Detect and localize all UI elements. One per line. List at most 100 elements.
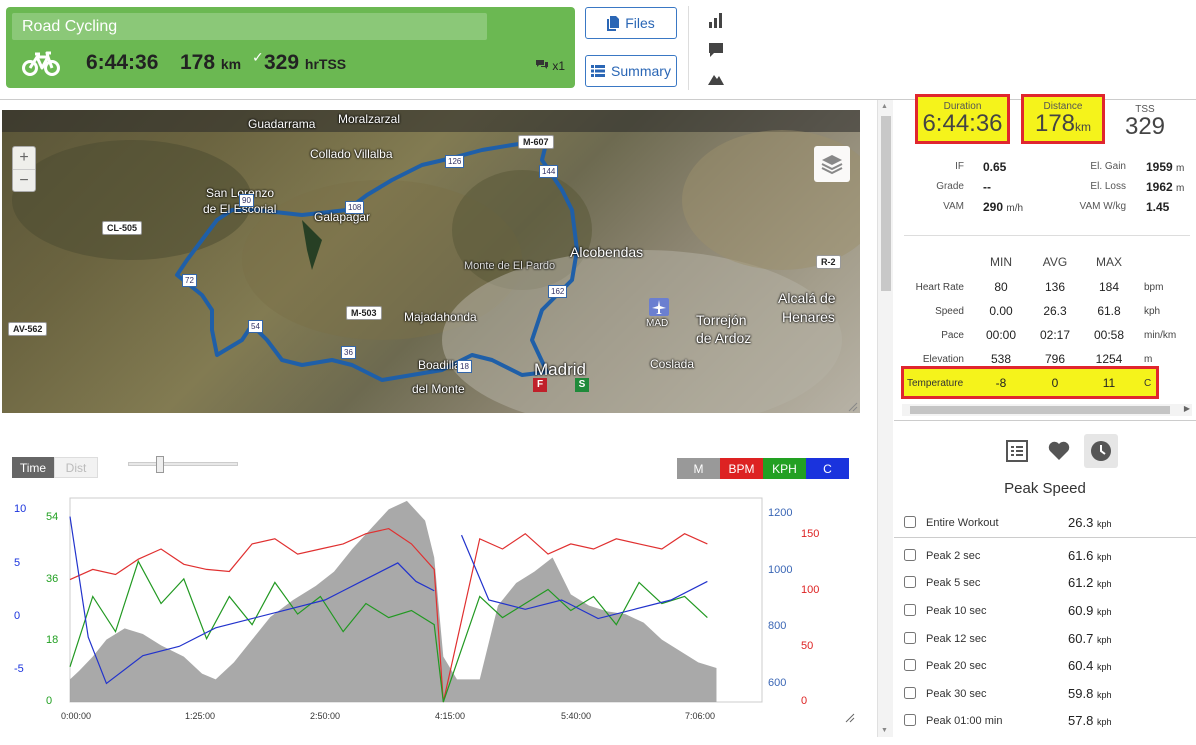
clock-icon (1091, 441, 1111, 461)
comment-icon[interactable] (707, 42, 725, 58)
map-zoom-control: + − (12, 146, 36, 192)
chart-resize-handle[interactable] (845, 713, 855, 723)
chart-zoom-slider[interactable] (128, 462, 238, 466)
peak-checkbox[interactable] (904, 549, 916, 561)
peak-type-tabs (1000, 434, 1120, 470)
map-label-el-escorial: de El Escorial (203, 202, 277, 216)
speed-tick-label: 36 (46, 573, 58, 585)
route-map[interactable]: Guadarrama Moralzarzal Collado Villalba … (2, 110, 860, 413)
list-icon (591, 65, 606, 77)
km-marker: 144 (539, 165, 559, 178)
tab-peak-speed[interactable] (1084, 434, 1118, 468)
elevation-tick-label: 800 (768, 620, 786, 632)
series-button-m[interactable]: M (677, 458, 720, 479)
list-item: Peak 10 sec 60.9 kph (904, 602, 1194, 626)
page-scrollbar-thumb[interactable] (881, 116, 891, 291)
if-label: IF (955, 161, 964, 172)
peak-value: 61.2 kph (1068, 575, 1112, 590)
tss-label: TSS (1135, 104, 1155, 115)
tab-peak-list[interactable] (1000, 434, 1034, 468)
peak-value: 57.8 kph (1068, 713, 1112, 728)
map-resize-handle[interactable] (848, 402, 858, 412)
distance-label: Distance (1043, 101, 1083, 112)
tab-peak-heart-rate[interactable] (1042, 434, 1076, 468)
map-label-moralzarzal: Moralzarzal (338, 112, 401, 126)
scroll-down-icon[interactable]: ▼ (881, 727, 888, 734)
peak-value: 26.3 kph (1068, 515, 1112, 530)
elevation-tick-label: 600 (768, 677, 786, 689)
header-duration: 6:44:36 (86, 51, 159, 74)
page-scrollbar[interactable]: ▲ ▼ (877, 100, 893, 737)
peak-checkbox[interactable] (904, 687, 916, 699)
km-marker: 36 (341, 346, 356, 359)
list-item: Peak 2 sec 61.6 kph (904, 547, 1194, 571)
zoom-in-button[interactable]: + (19, 149, 29, 166)
workout-header: 6:44:36 178 km ✓ 329 hrTSS x1 Files Summ… (0, 0, 1196, 100)
peak-name: Peak 10 sec (926, 605, 987, 617)
grade-value: -- (983, 180, 991, 194)
series-button-kph[interactable]: KPH (763, 458, 806, 479)
completed-check-icon: ✓ (252, 49, 264, 65)
header-divider (688, 6, 689, 90)
row-avg: 136 (1044, 280, 1066, 294)
road-badge-r2: R-2 (816, 255, 841, 269)
map-label-madrid: Madrid (534, 360, 586, 379)
speed-line (69, 559, 708, 703)
bicycle-icon (22, 51, 60, 76)
list-item: Entire Workout 26.3 kph (904, 514, 1194, 538)
scroll-up-icon[interactable]: ▲ (881, 103, 888, 110)
peak-checkbox[interactable] (904, 714, 916, 726)
grade-label: Grade (936, 181, 964, 192)
km-marker: 126 (445, 155, 465, 168)
row-avg: 0 (1051, 376, 1059, 390)
workout-chart[interactable]: 1050-55436180120010008006001501005000:00… (0, 490, 870, 730)
distance-toggle-button[interactable]: Dist (54, 457, 98, 478)
temperature-tick-label: -5 (14, 663, 24, 675)
peak-name: Peak 20 sec (926, 660, 987, 672)
workout-title-input[interactable] (12, 13, 487, 40)
col-header-max: MAX (1095, 255, 1122, 269)
peak-checkbox[interactable] (904, 632, 916, 644)
peak-value: 61.6 kph (1068, 548, 1112, 563)
peak-checkbox[interactable] (904, 516, 916, 528)
row-max: 184 (1098, 280, 1120, 294)
series-button-bpm[interactable]: BPM (720, 458, 763, 479)
comments-icon (535, 60, 548, 69)
map-label-san-lorenzo: San Lorenzo (206, 186, 275, 200)
table-horizontal-scrollbar[interactable]: ▶ (902, 404, 1192, 416)
list-icon (1006, 440, 1028, 462)
peak-checkbox[interactable] (904, 576, 916, 588)
x-tick-label: 1:25:00 (185, 711, 215, 721)
heart-rate-tick-label: 150 (801, 528, 819, 540)
chart-zoom-slider-thumb[interactable] (156, 456, 164, 473)
road-badge-cl505: CL-505 (102, 221, 143, 235)
zoom-out-button[interactable]: − (13, 169, 35, 191)
peak-checkbox[interactable] (904, 659, 916, 671)
map-label-torrejon: Torrejón (696, 312, 747, 328)
elloss-label: El. Loss (1090, 181, 1126, 192)
map-label-coslada: Coslada (650, 357, 695, 371)
scroll-right-icon[interactable]: ▶ (1183, 404, 1190, 413)
road-badge-m607: M-607 (518, 135, 554, 149)
tss-value: 329 (1124, 113, 1166, 140)
table-scroll-thumb[interactable] (910, 406, 1170, 414)
files-button[interactable]: Files (585, 7, 677, 39)
map-layers-button[interactable] (814, 146, 850, 182)
peak-value: 60.4 kph (1068, 658, 1112, 673)
km-marker: 72 (182, 274, 197, 287)
row-min: -8 (995, 376, 1007, 390)
bar-chart-icon[interactable] (707, 12, 725, 28)
series-button-c[interactable]: C (806, 458, 849, 479)
summary-button[interactable]: Summary (585, 55, 677, 87)
peak-name: Peak 12 sec (926, 633, 987, 645)
peak-checkbox[interactable] (904, 604, 916, 616)
time-toggle-button[interactable]: Time (12, 457, 54, 478)
row-avg: 26.3 (1043, 304, 1067, 318)
workout-summary-card: 6:44:36 178 km ✓ 329 hrTSS x1 (6, 7, 575, 88)
row-unit: min/km (1144, 330, 1177, 341)
row-avg: 796 (1044, 352, 1066, 366)
mountain-icon[interactable] (707, 70, 725, 86)
comments-count[interactable]: x1 (535, 59, 565, 73)
list-item: Peak 12 sec 60.7 kph (904, 630, 1194, 654)
map-label-del-monte: del Monte (412, 382, 465, 396)
